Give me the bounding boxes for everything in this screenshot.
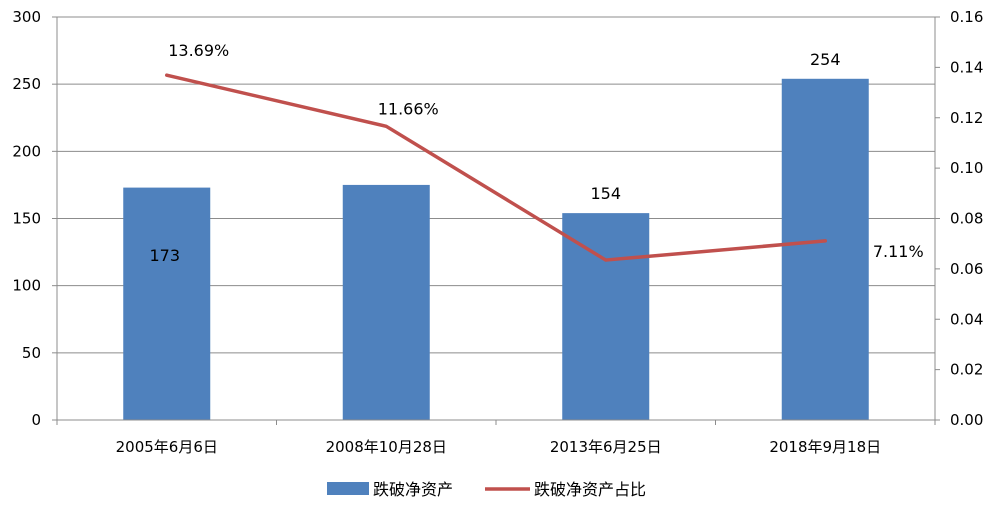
- y-right-tick-label: 0.00: [950, 411, 983, 429]
- line-data-label: 11.66%: [378, 99, 439, 118]
- bar-data-label: 254: [810, 50, 841, 69]
- y-right-tick-label: 0.10: [950, 159, 983, 177]
- legend-label-bar: 跌破净资产: [373, 480, 453, 499]
- legend: 跌破净资产 跌破净资产占比: [327, 480, 646, 499]
- bar-series: [123, 78, 869, 420]
- line-series: [165, 73, 827, 262]
- data-labels: 173 154 254 13.69% 11.66% 7.11%: [149, 41, 923, 265]
- y-left-tick-label: 300: [12, 8, 41, 26]
- bar: [123, 187, 211, 420]
- bar: [781, 78, 869, 420]
- y-right-tick-label: 0.12: [950, 109, 983, 127]
- y-left-tick-label: 0: [31, 411, 41, 429]
- line-point: [604, 258, 608, 262]
- legend-swatch-bar: [327, 482, 369, 495]
- x-tick-label: 2008年10月28日: [326, 438, 447, 456]
- y-right-tick-label: 0.02: [950, 361, 983, 379]
- x-tick-label: 2013年6月25日: [550, 438, 662, 456]
- y-left-tick-label: 250: [12, 75, 41, 93]
- y-right-tick-label: 0.14: [950, 58, 983, 76]
- y-right-tick-label: 0.16: [950, 8, 983, 26]
- bar: [342, 184, 430, 420]
- line-path: [165, 73, 827, 262]
- legend-label-line: 跌破净资产占比: [534, 480, 646, 499]
- line-data-label: 7.11%: [873, 242, 924, 261]
- axes: 0 50 100 150 200 250 300 0.00 0.02 0.04 0.06 0.08 0.…: [12, 8, 983, 456]
- bar-data-label: 154: [590, 184, 621, 203]
- bar: [562, 213, 650, 420]
- y-right-tick-label: 0.08: [950, 210, 983, 228]
- y-right-tick-label: 0.06: [950, 260, 983, 278]
- line-data-label: 13.69%: [168, 41, 229, 60]
- bar-data-label: 173: [149, 246, 180, 265]
- x-tick-label: 2018年9月18日: [769, 438, 881, 456]
- y-left-tick-label: 100: [12, 277, 41, 295]
- y-left-tick-label: 150: [12, 210, 41, 228]
- x-tick-label: 2005年6月6日: [116, 438, 218, 456]
- line-point: [165, 73, 169, 77]
- y-right-tick-label: 0.04: [950, 310, 983, 328]
- line-point: [384, 124, 388, 128]
- y-left-tick-label: 50: [22, 344, 41, 362]
- line-point: [823, 239, 827, 243]
- y-left-tick-label: 200: [12, 142, 41, 160]
